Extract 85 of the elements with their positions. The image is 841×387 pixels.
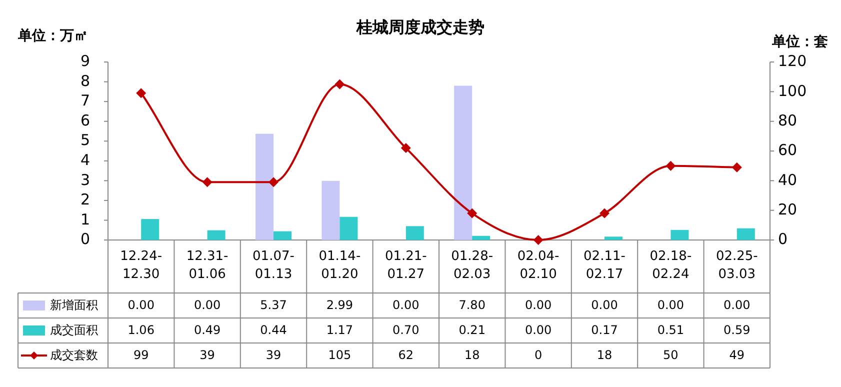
y-tick-label: 8 bbox=[80, 72, 90, 90]
data-label: 0.21 bbox=[458, 322, 486, 337]
data-label: 0.44 bbox=[260, 322, 287, 337]
y-tick-label: 4 bbox=[80, 150, 90, 169]
bar bbox=[207, 230, 226, 240]
data-label: 5.37 bbox=[260, 298, 287, 312]
bar bbox=[604, 236, 622, 240]
bar bbox=[340, 216, 358, 240]
bar bbox=[736, 228, 755, 240]
data-label: 0.00 bbox=[392, 298, 420, 312]
x-tick-label: 01.21-01.27 bbox=[384, 249, 428, 282]
legend-label: 成交面积 bbox=[50, 322, 98, 337]
y2-tick-label: 40 bbox=[778, 170, 798, 189]
data-label: 0.00 bbox=[194, 298, 221, 312]
data-label: 0.00 bbox=[591, 298, 618, 312]
point bbox=[533, 235, 544, 245]
data-label: 0.17 bbox=[591, 322, 618, 337]
legend-label: 新增面积 bbox=[50, 298, 98, 312]
point bbox=[268, 177, 278, 188]
data-label: 0.49 bbox=[194, 322, 221, 337]
bar bbox=[454, 86, 472, 240]
chart-title: 桂城周度成交走势 bbox=[356, 17, 484, 36]
data-label: 0.59 bbox=[724, 322, 750, 337]
data-label: 49 bbox=[729, 348, 745, 362]
y-tick-label: 5 bbox=[80, 131, 90, 150]
data-label: 39 bbox=[266, 348, 282, 362]
bar bbox=[472, 236, 490, 240]
x-tick-label: 02.25-03.03 bbox=[716, 249, 758, 282]
y-tick-label: 3 bbox=[80, 170, 90, 189]
x-tick-label: 01.14-01.20 bbox=[318, 249, 361, 282]
y-tick-label: 9 bbox=[80, 52, 90, 70]
point bbox=[334, 79, 345, 90]
y2-tick-label: 60 bbox=[778, 141, 798, 160]
x-tick-label: 02.18-02.24 bbox=[650, 249, 692, 282]
data-label: 1.06 bbox=[128, 322, 154, 337]
data-label: 99 bbox=[133, 348, 149, 362]
data-label: 2.99 bbox=[326, 298, 354, 312]
data-label: 105 bbox=[328, 348, 352, 362]
bar bbox=[141, 219, 160, 240]
data-label: 18 bbox=[596, 348, 612, 362]
x-tick-label: 02.11-02.17 bbox=[584, 249, 626, 282]
legend-label: 成交套数 bbox=[50, 348, 98, 362]
data-label: 1.17 bbox=[326, 322, 354, 337]
y2-tick-label: 80 bbox=[778, 111, 798, 130]
y2-tick-label: 100 bbox=[778, 82, 807, 100]
point bbox=[600, 208, 610, 218]
data-label: 0.00 bbox=[128, 298, 154, 312]
bar bbox=[274, 231, 292, 240]
data-label: 0.70 bbox=[392, 322, 420, 337]
point bbox=[732, 162, 742, 172]
y-tick-label: 1 bbox=[80, 210, 90, 228]
y-axis-title: 单位：万㎡ bbox=[17, 28, 88, 44]
bar bbox=[322, 180, 340, 240]
y-tick-label: 2 bbox=[80, 190, 90, 209]
data-label: 0.00 bbox=[724, 298, 750, 312]
data-label: 62 bbox=[398, 348, 414, 362]
x-tick-label: 12.24-12.30 bbox=[120, 249, 162, 282]
data-label: 18 bbox=[464, 348, 480, 362]
data-label: 0.51 bbox=[657, 322, 684, 337]
y-tick-label: 6 bbox=[80, 111, 90, 130]
x-tick-label: 02.04-02.10 bbox=[517, 249, 560, 282]
y2-tick-label: 120 bbox=[778, 52, 807, 70]
bar bbox=[256, 134, 274, 240]
x-tick-label: 01.28-02.03 bbox=[451, 249, 494, 282]
y2-tick-label: 0 bbox=[778, 230, 788, 248]
bar bbox=[406, 226, 424, 240]
data-label: 0.00 bbox=[524, 322, 552, 337]
point bbox=[400, 143, 411, 154]
data-label: 39 bbox=[200, 348, 215, 362]
data-label: 50 bbox=[663, 348, 678, 362]
data-label: 0.00 bbox=[657, 298, 684, 312]
data-label: 0.00 bbox=[524, 298, 552, 312]
bar bbox=[670, 230, 689, 240]
data-label: 7.80 bbox=[458, 298, 486, 312]
point bbox=[136, 88, 146, 98]
point bbox=[666, 160, 676, 171]
point bbox=[467, 208, 478, 218]
x-tick-label: 01.07-01.13 bbox=[252, 249, 295, 282]
y-tick-label: 0 bbox=[80, 230, 90, 248]
y2-tick-label: 20 bbox=[778, 200, 798, 218]
point bbox=[202, 177, 212, 188]
y2-axis-title: 单位：套 bbox=[771, 34, 828, 50]
x-tick-label: 12.31-01.06 bbox=[186, 249, 229, 282]
data-label: 0 bbox=[534, 348, 542, 362]
y-tick-label: 7 bbox=[80, 92, 90, 110]
